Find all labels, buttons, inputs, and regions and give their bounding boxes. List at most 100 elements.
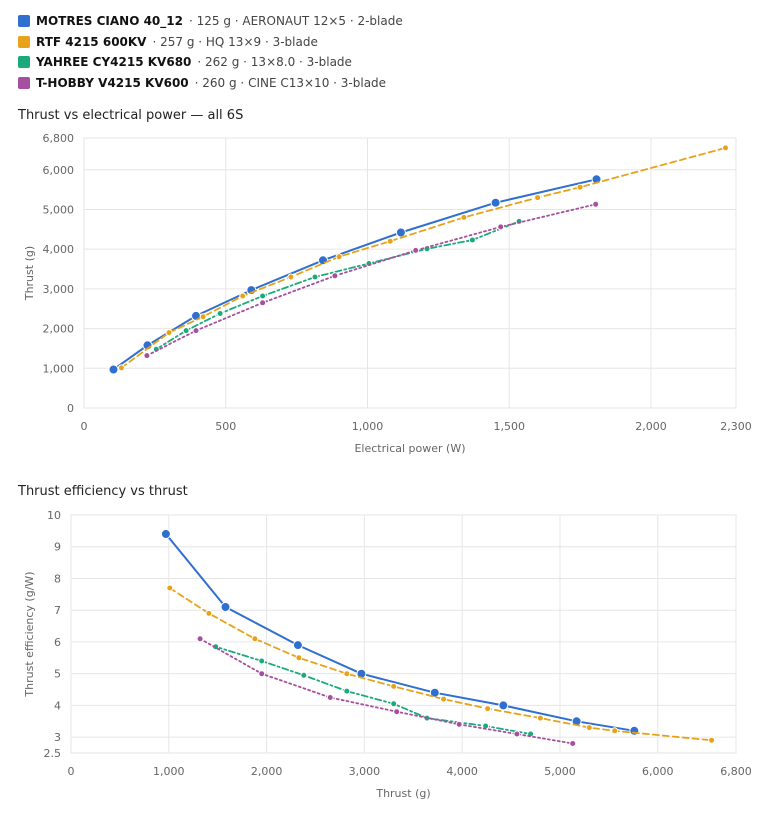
data-point [331,272,339,280]
legend-desc: · 125 g · AERONAUT 12×5 · 2-blade [188,14,403,29]
legend: MOTRES CIANO 40_12 · 125 g · AERONAUT 12… [18,11,403,93]
data-point [460,213,468,221]
legend-item: MOTRES CIANO 40_12 · 125 g · AERONAUT 12… [18,11,403,32]
data-point [292,640,303,651]
x-tick-label: 500 [215,420,236,433]
data-point [534,194,542,202]
data-point [295,654,303,662]
data-point [455,720,463,728]
series-line [168,587,713,742]
data-point [259,292,267,300]
data-point [192,327,200,335]
data-point [484,705,492,713]
data-point [287,273,295,281]
series-line [199,637,574,745]
data-point [196,635,204,643]
y-axis-label: Thrust (g) [23,246,36,301]
legend-name: MOTRES CIANO 40_12 [36,14,183,29]
y-tick-label: 10 [47,509,61,522]
legend-desc: · 262 g · 13×8.0 · 3-blade [197,55,352,70]
data-point [497,223,505,231]
data-point [143,352,151,360]
x-axis-label: Thrust (g) [375,787,430,800]
data-point [429,687,440,698]
x-tick-label: 0 [68,765,75,778]
plot-frame [70,514,737,754]
y-axis-label: Thrust efficiency (g/W) [23,571,36,697]
data-point [343,687,351,695]
data-point [300,671,308,679]
x-tick-label: 2,300 [720,420,752,433]
data-point [251,635,259,643]
data-point [239,292,247,300]
series-line [112,178,598,371]
data-point [199,313,207,321]
x-tick-label: 0 [81,420,88,433]
data-point [343,670,351,678]
data-point [258,657,266,665]
y-tick-label: 9 [54,541,61,554]
data-point [393,708,401,716]
legend-desc: · 257 g · HQ 13×9 · 3-blade [152,34,318,49]
legend-item: RTF 4215 600KV · 257 g · HQ 13×9 · 3-bla… [18,32,403,53]
x-tick-label: 1,500 [493,420,525,433]
y-tick-label: 3 [54,731,61,744]
legend-name: YAHREE CY4215 KV680 [36,55,192,70]
data-point [585,724,593,732]
data-point [440,695,448,703]
y-tick-label: 6,800 [43,132,75,145]
legend-swatch [18,56,30,69]
data-point [326,694,334,701]
x-tick-label: 6,000 [642,765,674,778]
data-point [182,327,190,335]
data-point [498,700,509,711]
y-tick-label: 8 [54,572,61,585]
data-point [708,736,716,744]
data-point [220,602,231,612]
data-point [386,237,394,245]
y-tick-label: 6 [54,636,61,649]
x-tick-label: 1,000 [352,420,384,433]
data-point [108,364,119,375]
y-tick-label: 2.5 [44,747,62,760]
chart-title-efficiency: Thrust efficiency vs thrust [18,484,188,499]
x-tick-label: 2,000 [251,765,283,778]
data-point [536,714,544,722]
data-point [160,529,171,539]
y-tick-label: 0 [67,402,74,415]
data-point [311,273,319,281]
x-tick-label: 5,000 [544,765,576,778]
legend-name: RTF 4215 600KV [36,34,147,49]
y-tick-label: 3,000 [43,283,75,296]
data-point [390,682,398,690]
data-point [216,310,224,317]
data-point [592,200,600,208]
data-point [513,730,521,738]
y-tick-label: 2,000 [43,323,75,336]
legend-swatch [18,35,30,48]
x-tick-label: 4,000 [446,765,478,778]
series-line [164,533,636,732]
data-point [468,236,476,244]
legend-name: T-HOBBY V4215 KV600 [36,75,189,90]
legend-swatch [18,15,30,28]
data-point [412,246,420,254]
legend-item: YAHREE CY4215 KV680 · 262 g · 13×8.0 · 3… [18,52,403,73]
x-tick-label: 1,000 [153,765,185,778]
data-point [576,183,584,191]
series-line [214,645,532,735]
data-point [390,700,398,708]
thrust-vs-power-chart: 0 500 1,000 1,500 2,000 2,300 0 1,000 2,000 3,000… [23,132,752,455]
y-tick-label: 4 [54,699,61,712]
data-point [165,329,173,337]
data-point [569,740,577,747]
legend-item: T-HOBBY V4215 KV600 · 260 g · CINE C13×1… [18,73,403,94]
data-point [259,299,267,307]
x-axis-label: Electrical power (W) [354,442,465,455]
chart-title-power: Thrust vs electrical power — all 6S [18,108,244,123]
y-tick-label: 7 [54,604,61,617]
y-tick-label: 5 [54,668,61,681]
data-point [722,144,729,152]
data-point [166,584,174,592]
